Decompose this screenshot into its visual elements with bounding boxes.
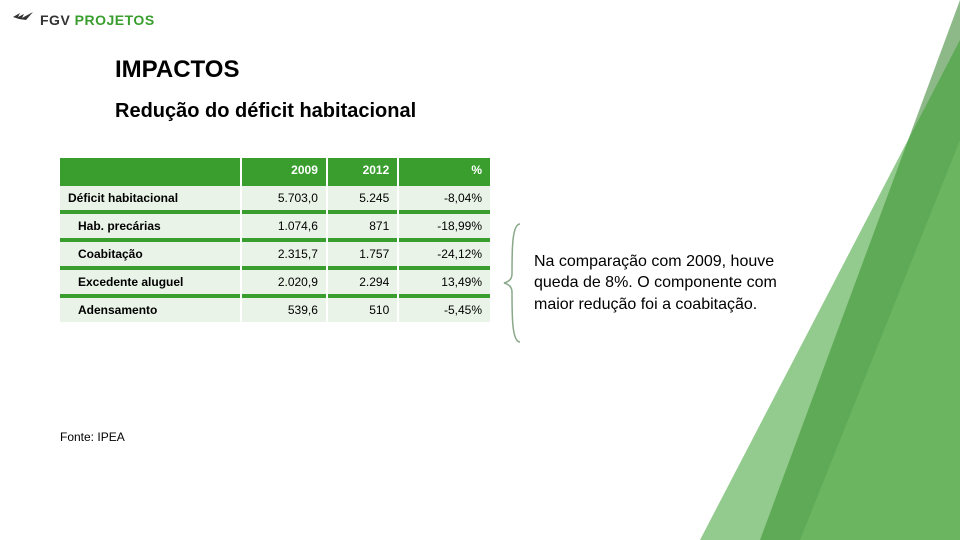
table-cell: 510 <box>327 298 398 322</box>
table-header-row: 2009 2012 % <box>60 158 490 182</box>
callout: Na comparação com 2009, houve queda de 8… <box>502 222 784 344</box>
logo-bird-icon <box>12 10 34 29</box>
brace-icon <box>502 222 524 344</box>
source-text: Fonte: IPEA <box>60 430 125 444</box>
table-cell: -18,99% <box>398 214 490 238</box>
table-cell: Coabitação <box>60 242 241 266</box>
table-cell: 5.703,0 <box>241 186 327 210</box>
table-cell: 2.315,7 <box>241 242 327 266</box>
table-cell: -5,45% <box>398 298 490 322</box>
page-title: IMPACTOS <box>115 56 416 84</box>
table-row: Excedente aluguel2.020,92.29413,49% <box>60 270 490 294</box>
col-pct: % <box>398 158 490 182</box>
logo: FGV PROJETOS <box>12 10 155 29</box>
table-cell: Hab. precárias <box>60 214 241 238</box>
table-cell: 539,6 <box>241 298 327 322</box>
table-row: Coabitação2.315,71.757-24,12% <box>60 242 490 266</box>
table-cell: -8,04% <box>398 186 490 210</box>
table-cell: Déficit habitacional <box>60 186 241 210</box>
table-row: Déficit habitacional5.703,05.245-8,04% <box>60 186 490 210</box>
logo-suffix: PROJETOS <box>75 12 155 28</box>
table-row: Adensamento539,6510-5,45% <box>60 298 490 322</box>
table-cell: Adensamento <box>60 298 241 322</box>
col-2009: 2009 <box>241 158 327 182</box>
heading-block: IMPACTOS Redução do déficit habitacional <box>115 56 416 123</box>
table-row: Hab. precárias1.074,6871-18,99% <box>60 214 490 238</box>
col-label <box>60 158 241 182</box>
table-cell: 5.245 <box>327 186 398 210</box>
table-cell: 2.294 <box>327 270 398 294</box>
table-cell: 871 <box>327 214 398 238</box>
table-cell: 1.074,6 <box>241 214 327 238</box>
col-2012: 2012 <box>327 158 398 182</box>
table-cell: 2.020,9 <box>241 270 327 294</box>
logo-prefix: FGV <box>40 12 70 28</box>
logo-text: FGV PROJETOS <box>40 12 155 28</box>
page-subtitle: Redução do déficit habitacional <box>115 100 416 123</box>
callout-text: Na comparação com 2009, houve queda de 8… <box>534 251 784 316</box>
table-cell: -24,12% <box>398 242 490 266</box>
table-cell: 13,49% <box>398 270 490 294</box>
table-cell: Excedente aluguel <box>60 270 241 294</box>
table-cell: 1.757 <box>327 242 398 266</box>
data-table: 2009 2012 % Déficit habitacional5.703,05… <box>60 158 490 322</box>
